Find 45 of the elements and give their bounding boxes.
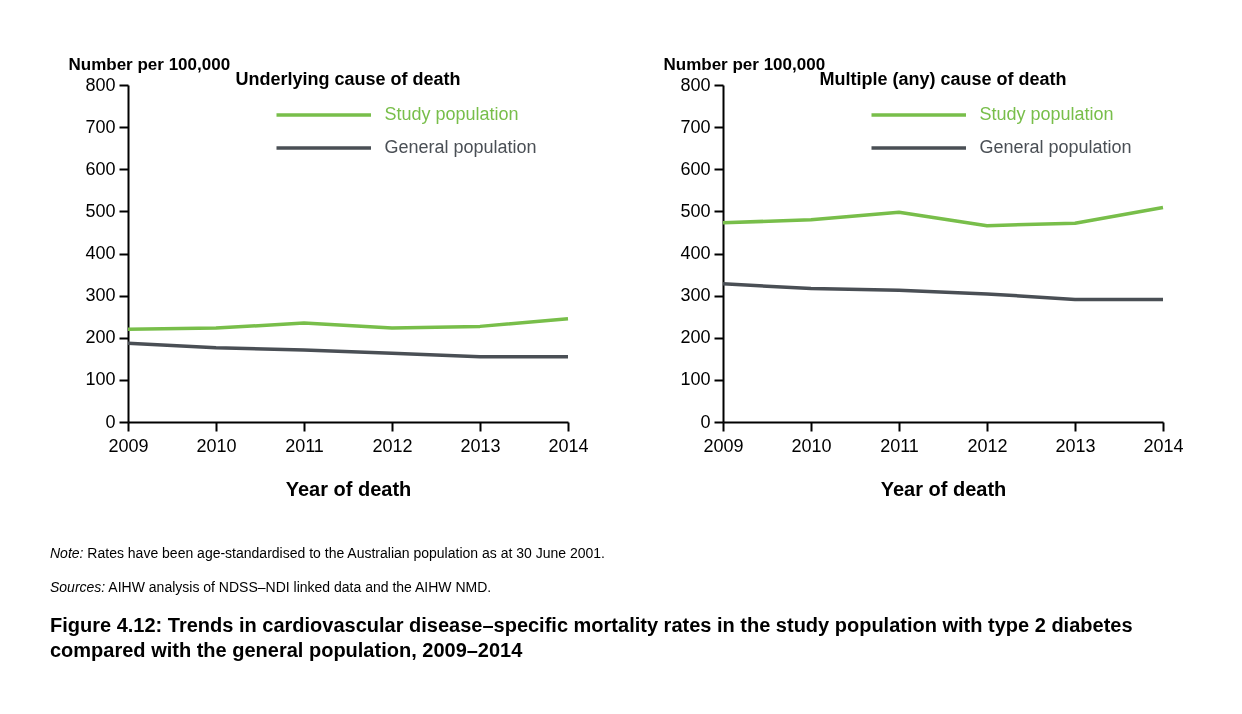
text: Study population <box>384 104 519 124</box>
x-tick-label: 2014 <box>548 435 589 456</box>
y-tick-label: 200 <box>680 327 711 348</box>
x-tick-label: 2014 <box>1143 435 1184 456</box>
y-tick-label: 0 <box>105 411 116 432</box>
y-tick-label: 800 <box>680 74 711 95</box>
text: General population <box>979 137 1132 157</box>
x-tick-label: 2009 <box>108 435 149 456</box>
y-axis-title: Number per 100,000 <box>68 54 231 74</box>
text: Study population <box>979 104 1114 124</box>
text: Note: Rates have been age-standardised to the Australian population as at 30 June 2001. <box>50 545 606 561</box>
line-series <box>721 205 1165 228</box>
line-series <box>126 317 570 332</box>
line-series <box>126 341 570 359</box>
y-tick-label: 700 <box>680 116 711 137</box>
y-tick-label: 100 <box>85 369 116 390</box>
line-series <box>721 282 1165 302</box>
caption: Figure 4.12: Trends in cardiovascular disease–specific mortality rates in the study population with type 2 diabetes compared with the general population, 2009–2014 <box>50 613 1134 663</box>
y-tick-label: 700 <box>85 116 116 137</box>
x-tick-label: 2012 <box>372 435 413 456</box>
chart-title: Underlying cause of death <box>235 69 461 89</box>
x-tick-label: 2012 <box>967 435 1008 456</box>
x-tick-label: 2011 <box>880 435 919 456</box>
y-tick-label: 300 <box>85 285 116 306</box>
y-tick-label: 500 <box>85 200 116 221</box>
x-tick-label: 2013 <box>460 435 501 456</box>
x-tick-label: 2010 <box>196 435 237 456</box>
x-axis-title: Year of death <box>285 477 412 500</box>
x-tick-label: 2009 <box>703 435 744 456</box>
y-tick-label: 400 <box>680 243 711 263</box>
y-tick-label: 600 <box>680 158 711 179</box>
y-tick-label: 500 <box>680 200 711 221</box>
y-tick-label: 100 <box>680 369 711 390</box>
y-tick-label: 0 <box>700 411 711 432</box>
y-tick-label: 400 <box>85 243 116 263</box>
y-tick-label: 300 <box>680 285 711 306</box>
x-tick-label: 2010 <box>791 435 832 456</box>
y-tick-label: 800 <box>85 74 116 95</box>
y-tick-label: 200 <box>85 327 116 348</box>
text: General population <box>384 137 537 157</box>
source-note: Sources: AIHW analysis of NDSS–NDI linked data and the AIHW NMD. <box>50 579 493 595</box>
x-tick-label: 2011 <box>285 435 324 456</box>
y-tick-label: 600 <box>85 158 116 179</box>
x-tick-label: 2013 <box>1055 435 1096 456</box>
x-axis-title: Year of death <box>880 477 1007 500</box>
